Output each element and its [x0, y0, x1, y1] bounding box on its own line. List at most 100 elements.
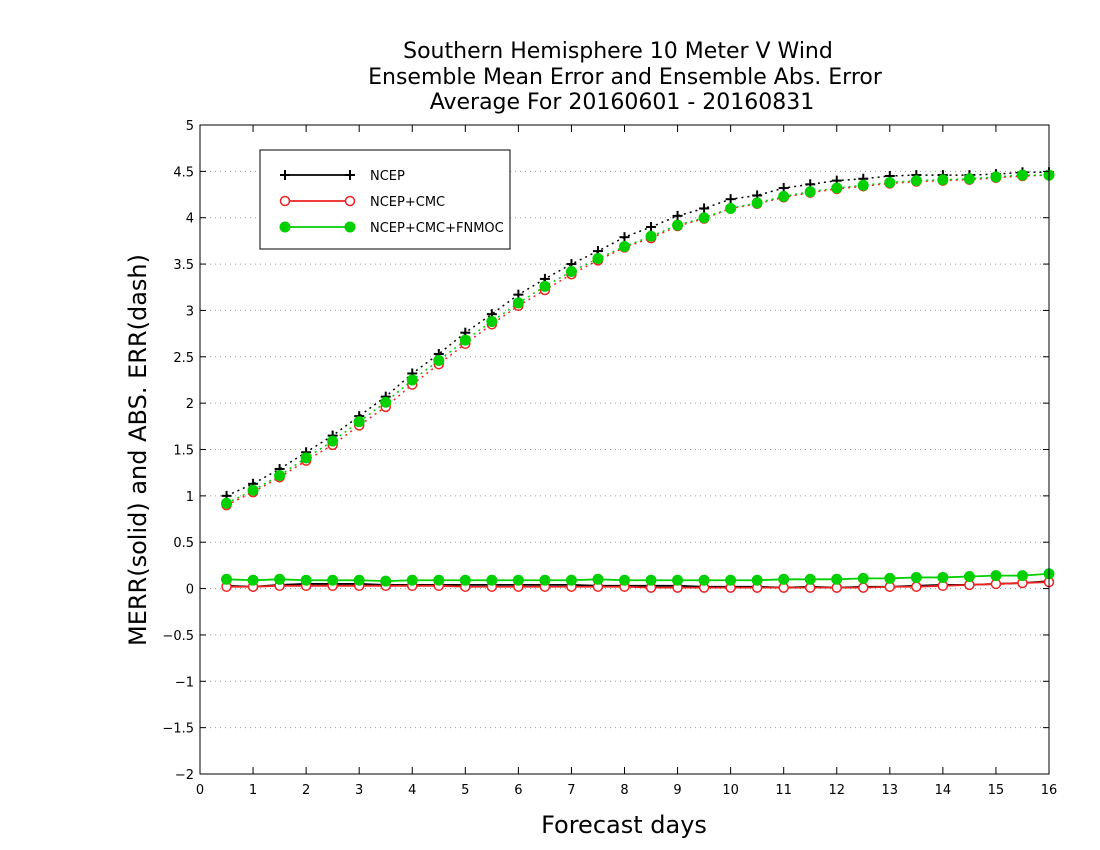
x-tick-label: 12	[828, 783, 845, 798]
x-tick-label: 6	[514, 783, 522, 798]
abs-error-point	[327, 435, 339, 447]
abs-error-point	[619, 232, 630, 243]
axis-ticks: −2−1.5−1−0.500.511.522.533.544.550 1 2 3 4 5 6…	[162, 119, 1057, 798]
y-tick-label: 2.5	[173, 351, 194, 366]
x-tick-label: 1	[249, 783, 257, 798]
mean-error-point	[353, 574, 365, 586]
mean-error-point	[539, 574, 551, 586]
abs-error-point	[433, 354, 445, 366]
abs-error-point	[937, 174, 949, 186]
legend-marker-start	[280, 170, 290, 180]
mean-error-point	[990, 570, 1002, 582]
mean-error-point	[406, 574, 418, 586]
legend-marker-start	[279, 221, 291, 233]
mean-error-point	[804, 573, 816, 585]
legend-marker-start	[279, 195, 291, 207]
abs-error-point	[353, 416, 365, 428]
abs-error-point	[778, 190, 790, 202]
x-tick-label: 14	[935, 783, 952, 798]
x-tick-label: 0	[196, 783, 204, 798]
legend-item: NCEP+CMC	[279, 195, 445, 210]
abs-error-point	[619, 240, 630, 252]
abs-error-point	[699, 203, 710, 214]
title-line-1: Southern Hemisphere 10 Meter V Wind	[403, 39, 833, 64]
mean-error-point	[751, 574, 763, 586]
mean-error-point	[300, 574, 312, 586]
abs-error-point	[592, 253, 604, 265]
abs-error-point	[672, 219, 684, 231]
mean-error-point	[911, 581, 922, 592]
abs-error-point	[300, 452, 312, 464]
mean-error-point	[565, 574, 577, 586]
x-tick-label: 15	[988, 783, 1005, 798]
abs-error-point	[672, 210, 683, 221]
mean-error-point	[698, 574, 710, 586]
legend-label: NCEP	[370, 169, 405, 184]
y-axis-title: MERR(solid) and ABS. ERR(dash)	[124, 254, 152, 646]
y-tick-label: −2	[175, 768, 194, 783]
abs-error-point	[406, 374, 418, 386]
y-tick-label: 1	[186, 490, 194, 505]
y-tick-label: 5	[186, 119, 194, 134]
abs-error-point	[725, 202, 737, 214]
series-ncep-cmc-fnmoc	[221, 169, 1055, 587]
x-tick-label: 9	[673, 783, 681, 798]
chart-title: Southern Hemisphere 10 Meter V Wind Ense…	[368, 39, 883, 115]
mean-error-point	[1016, 570, 1028, 582]
grid-lines	[200, 170, 1049, 729]
abs-error-point	[646, 221, 657, 232]
mean-error-line	[226, 572, 1050, 583]
y-tick-label: 1.5	[173, 444, 194, 459]
mean-error-point	[327, 574, 339, 586]
x-axis-title: Forecast days	[541, 811, 707, 839]
abs-error-point	[990, 171, 1002, 183]
mean-error-point	[274, 573, 286, 585]
legend: NCEP NCEP+CMC NCEP+CMC+FNMOC	[259, 149, 511, 250]
mean-error-point	[884, 572, 896, 584]
legend-box	[259, 149, 511, 250]
x-tick-label: 10	[722, 783, 739, 798]
mean-error-point	[592, 573, 604, 585]
x-tick-label: 13	[882, 783, 899, 798]
series-layer	[221, 167, 1055, 593]
mean-error-point	[380, 575, 392, 587]
y-tick-label: 3	[186, 304, 194, 319]
abs-error-point	[645, 230, 657, 242]
abs-error-point	[380, 396, 392, 408]
y-tick-label: −1	[175, 675, 194, 690]
abs-error-point	[884, 176, 896, 188]
mean-error-point	[937, 571, 949, 583]
abs-error-point	[221, 497, 233, 509]
mean-error-point	[857, 572, 869, 584]
y-tick-label: 0	[186, 583, 194, 598]
abs-error-point	[459, 334, 471, 346]
mean-error-point	[778, 573, 790, 585]
legend-marker-end	[344, 195, 356, 207]
abs-error-point	[857, 179, 869, 191]
legend-label: NCEP+CMC+FNMOC	[370, 221, 504, 236]
x-tick-label: 2	[302, 783, 310, 798]
y-tick-label: −1.5	[162, 722, 194, 737]
legend-item: NCEP+CMC+FNMOC	[279, 221, 504, 236]
legend-marker-end	[345, 170, 355, 180]
abs-error-point	[725, 194, 736, 205]
mean-error-point	[619, 574, 630, 586]
abs-error-point	[512, 297, 524, 309]
mean-error-point	[831, 573, 843, 585]
mean-error-point	[963, 571, 975, 583]
mean-error-point	[247, 574, 259, 586]
mean-error-point	[221, 573, 233, 585]
abs-error-point	[1016, 169, 1028, 181]
mean-error-point	[512, 574, 524, 586]
mean-error-point	[725, 574, 737, 586]
x-tick-label: 3	[355, 783, 363, 798]
x-tick-label: 16	[1041, 783, 1058, 798]
abs-error-point	[274, 469, 286, 481]
abs-error-point	[247, 484, 259, 496]
y-tick-label: 2	[186, 397, 194, 412]
mean-error-point	[910, 571, 922, 583]
mean-error-point	[459, 574, 471, 586]
x-tick-label: 11	[775, 783, 792, 798]
y-tick-label: −0.5	[162, 629, 194, 644]
mean-error-point	[486, 574, 498, 586]
